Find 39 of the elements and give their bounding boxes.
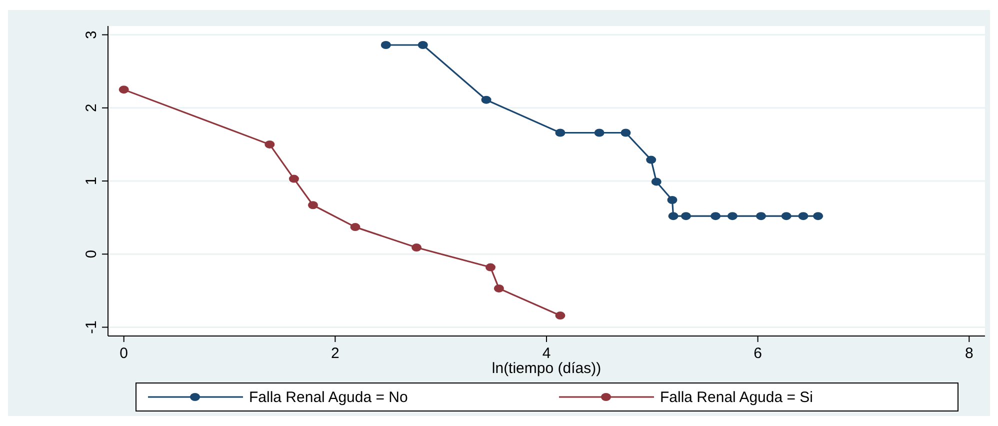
point <box>118 86 129 94</box>
point <box>667 196 678 204</box>
point <box>594 128 604 137</box>
point <box>308 201 318 210</box>
x-axis-title: ln(tiempo (días)) <box>492 360 602 377</box>
legend-label: Falla Renal Aguda = Si <box>660 389 814 406</box>
y-tick-label: 1 <box>83 176 100 186</box>
point <box>486 263 496 272</box>
point <box>668 212 678 220</box>
point <box>781 212 792 220</box>
point <box>481 96 492 104</box>
point <box>350 223 360 232</box>
point <box>646 156 656 164</box>
y-tick-label: -1 <box>83 320 100 334</box>
point <box>680 212 691 220</box>
y-tick-label: 2 <box>83 104 100 112</box>
legend-label: Falla Renal Aguda = No <box>249 389 408 406</box>
point <box>288 174 299 183</box>
y-tick-label: 0 <box>83 250 100 258</box>
x-tick-label: 6 <box>754 345 762 362</box>
x-tick-label: 4 <box>542 345 551 362</box>
x-tick-label: 2 <box>331 345 340 362</box>
point <box>494 284 504 292</box>
point <box>727 212 738 220</box>
point <box>380 41 391 50</box>
x-tick-label: 0 <box>120 345 128 362</box>
point <box>264 140 275 148</box>
point <box>412 244 422 252</box>
point <box>651 178 662 186</box>
point <box>813 212 824 220</box>
point <box>555 312 566 320</box>
point <box>798 212 808 220</box>
x-tick-label: 8 <box>964 345 974 362</box>
point <box>710 212 721 220</box>
point <box>756 212 766 220</box>
y-tick-label: 3 <box>83 30 100 39</box>
point <box>555 128 566 137</box>
point <box>620 128 631 137</box>
point <box>418 41 428 50</box>
